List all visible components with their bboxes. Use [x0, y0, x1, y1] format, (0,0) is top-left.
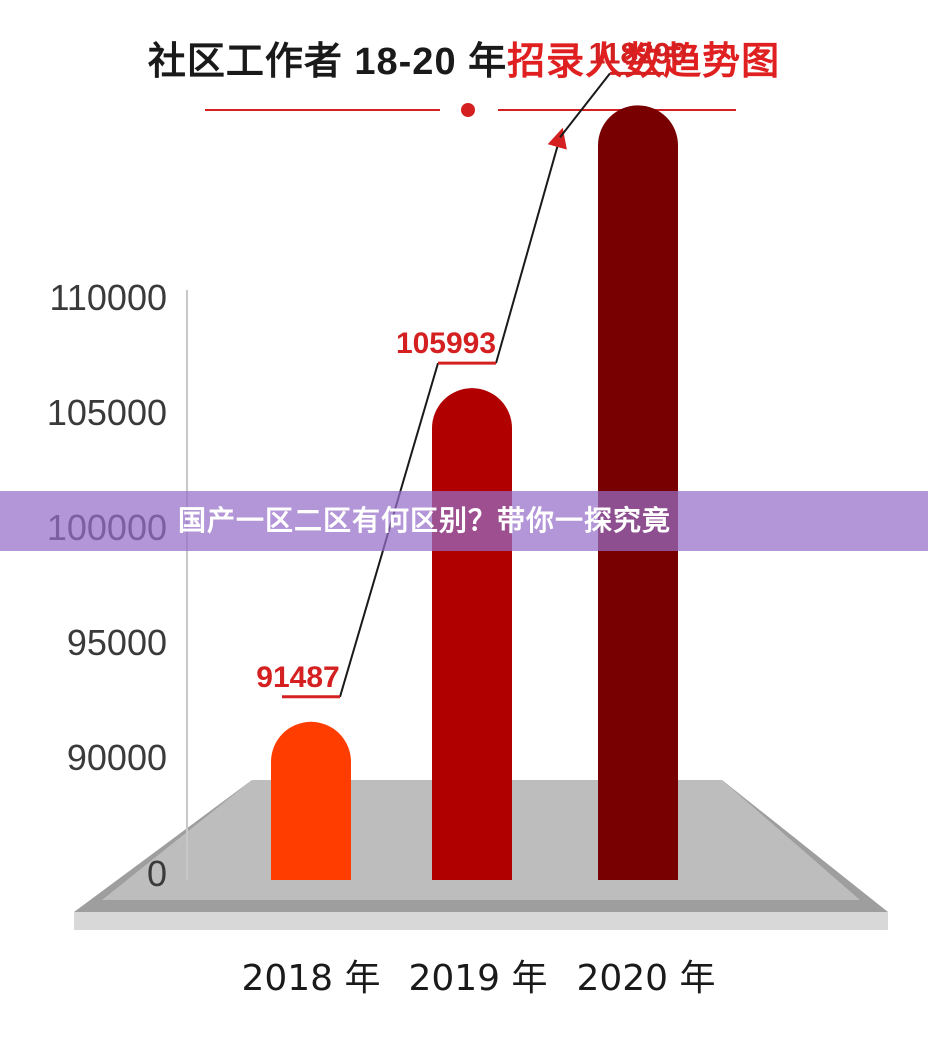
overlay-banner-text: 国产一区二区有何区别？带你一探究竟: [178, 504, 672, 537]
value-label-2018: 91487: [256, 661, 339, 694]
chart-title-main: 社区工作者 18-20 年: [147, 41, 508, 83]
y-tick-label-0: 0: [147, 853, 167, 894]
trend-arrow: [495, 127, 567, 364]
x-tick-label-2018: 2018 年: [241, 958, 380, 999]
trend-line-segment-2: [559, 72, 611, 138]
bar-2018: [271, 721, 351, 880]
chart-title: 社区工作者 18-20 年招录人数趋势图: [0, 30, 928, 85]
chart-floor-front: [74, 912, 888, 930]
bar-2019: [432, 388, 512, 880]
y-tick-label-105000: 105000: [47, 392, 167, 433]
x-tick-label-2019: 2019 年: [408, 958, 547, 999]
value-label-2020: 118290: [589, 37, 687, 70]
overlay-banner: 国产一区二区有何区别？带你一探究竟: [0, 491, 928, 551]
chart-title-highlight: 招录人数趋势图: [507, 41, 781, 83]
y-tick-label-95000: 95000: [67, 622, 167, 663]
x-tick-label-2020: 2020 年: [576, 958, 715, 999]
y-tick-label-110000: 110000: [50, 277, 167, 318]
title-divider-left: [205, 109, 440, 111]
y-tick-label-90000: 90000: [67, 737, 167, 778]
value-label-2019: 105993: [396, 327, 496, 360]
title-divider-dot: [461, 103, 475, 117]
title-divider-right: [498, 109, 736, 111]
